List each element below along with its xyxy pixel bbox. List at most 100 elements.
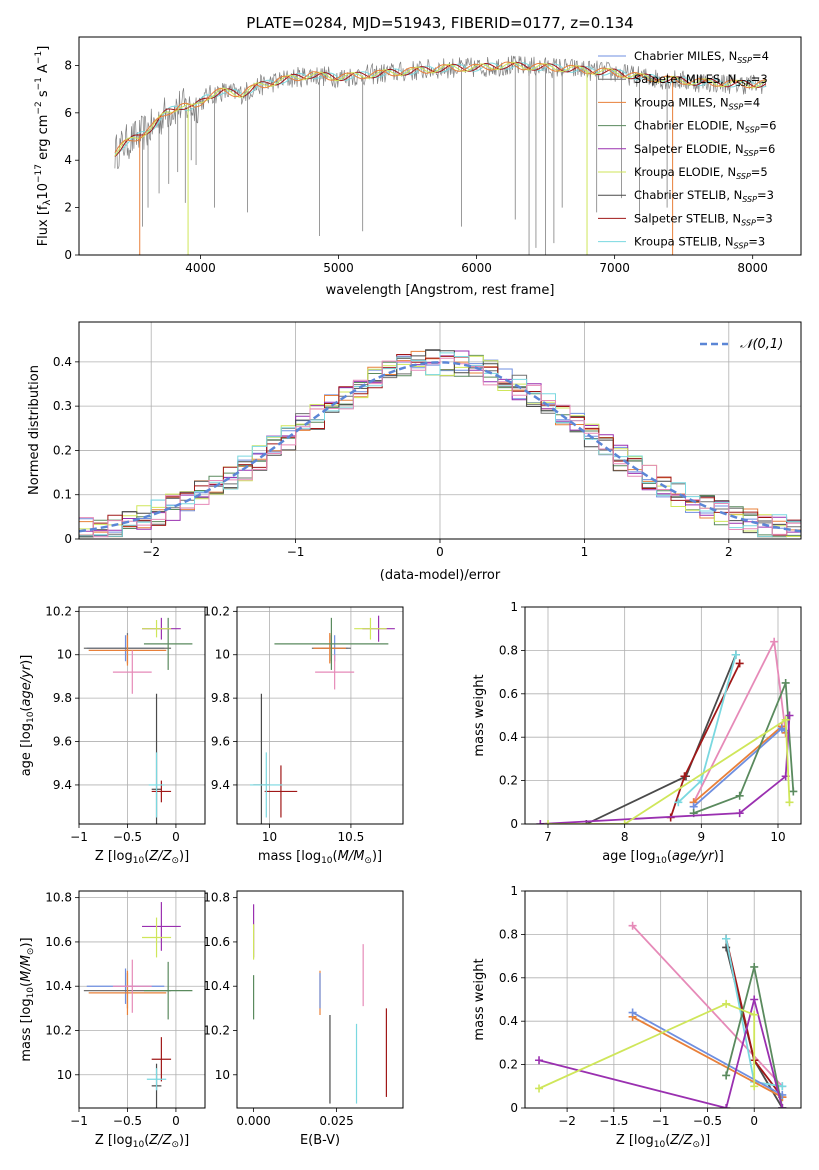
x-axis-label: Z [log10(Z/Z⊙)] [95,849,189,866]
x-tick-label: 10 [770,830,785,844]
plot-content [253,904,387,1104]
axes-frame [78,321,802,540]
legend-entry: Salpeter STELIB, NSSP=3 [634,211,773,227]
x-tick-label: −0.5 [693,1114,722,1128]
residual-histogram [79,357,801,538]
legend-entry: Chabrier MILES, NSSP=4 [634,49,769,65]
weight-point-marker [781,678,790,687]
x-tick-label: 9 [698,830,706,844]
weight-point-marker [750,1082,759,1091]
axes-age_vs_mass: 10 10.5 9.4 9.6 9.8 10 10.2 mass [log10(M/M⊙)] [203,604,404,866]
weight-point-marker [680,772,689,781]
y-tick-label: 9.4 [211,778,230,792]
y-tick-label: 0.8 [499,643,518,657]
weight-series-line [669,663,741,818]
y-tick-label: 0.2 [499,774,518,788]
plot-content [83,902,193,1108]
weight-point-marker [628,1008,637,1017]
x-axis-label: (data-model)/error [380,568,501,583]
axes-frame [236,606,404,825]
y-tick-label: 10.8 [45,891,72,905]
x-axis-label: Z [log10(Z/Z⊙)] [95,1133,189,1150]
y-tick-label: 0.6 [499,687,518,701]
plot-content [535,921,787,1108]
residual-histogram [79,349,801,538]
y-tick-label: 10.4 [45,979,72,993]
weight-point-marker [735,809,744,818]
y-tick-label: 1 [510,600,518,614]
model-line [114,61,767,157]
x-tick-label: −0.5 [113,1114,142,1128]
spectrum-legend: Chabrier MILES, NSSP=4 Salpeter MILES, NS… [598,49,776,251]
y-tick-label: 8 [64,58,72,72]
plot-content [114,55,767,255]
x-tick-label: 2 [725,545,733,559]
y-tick-label: 10.8 [203,891,230,905]
weight-series-line [538,1002,756,1090]
weight-point-marker [750,995,759,1004]
y-tick-label: 10 [57,648,72,662]
weight-point-marker [770,637,779,646]
weight-point-marker [536,820,545,824]
y-axis-label: mass weight [472,958,487,1040]
y-tick-label: 0.4 [499,1014,518,1028]
legend-entry: Chabrier ELODIE, NSSP=6 [634,119,776,135]
axes-age_vs_Z: −1 −0.5 0 9.4 9.6 9.8 10 10.2 Z [log10(Z/Z⊙)] age… [19,604,206,866]
x-tick-label: 5000 [323,261,354,275]
figure-title: PLATE=0284, MJD=51943, FIBERID=0177, z=0… [246,14,633,32]
weight-point-marker [778,1082,787,1091]
y-tick-label: 4 [64,153,72,167]
y-tick-label: 0.2 [53,443,72,457]
weight-point-marker [544,820,552,824]
y-tick-label: 0.2 [499,1058,518,1072]
x-tick-label: −1 [70,830,88,844]
y-tick-label: 10.6 [45,935,72,949]
y-tick-label: 9.8 [211,691,230,705]
plot-content [79,349,801,538]
x-tick-label: 6000 [461,261,492,275]
x-tick-label: 7 [544,830,552,844]
x-tick-label: 1 [581,545,589,559]
axes-frame [524,606,802,825]
weight-series-line [540,715,791,824]
legend-entry: Salpeter MILES, NSSP=3 [634,72,768,88]
weight-point-marker [628,921,637,930]
y-tick-label: 0.4 [53,355,72,369]
weight-point-marker [674,798,683,807]
weight-point-marker [785,711,794,720]
weight-point-marker [750,1010,759,1019]
x-tick-label: 0 [436,545,444,559]
model-line [114,61,766,153]
plot-content [250,615,395,824]
axes-weight_vs_age: 7 8 9 10 0 0.2 0.4 0.6 0.8 1 age [log10(age/yr)] ma… [472,600,802,866]
y-tick-label: 0.6 [499,971,518,985]
x-tick-label: −1.5 [599,1114,628,1128]
weight-point-marker [789,787,798,796]
y-tick-label: 9.8 [53,691,72,705]
y-tick-label: 9.6 [53,735,72,749]
x-tick-label: −1 [652,1114,670,1128]
y-tick-label: 10.2 [45,1024,72,1038]
axes-frame [78,606,206,825]
x-tick-label: 0.000 [236,1114,270,1128]
x-axis-label: mass [log10(M/M⊙)] [258,849,382,866]
y-tick-label: 1 [510,884,518,898]
y-tick-label: 10.6 [203,935,230,949]
y-tick-label: 0 [64,532,72,546]
x-tick-label: −2 [142,545,160,559]
x-axis-label: wavelength [Angstrom, rest frame] [326,283,555,298]
residual-histogram [79,355,801,537]
y-tick-label: 6 [64,106,72,120]
axes-spectrum: 4000 5000 6000 7000 8000 0 2 4 6 8 wavelength [Ang… [34,36,802,298]
weight-point-marker [781,715,790,724]
legend-entry: Kroupa ELODIE, NSSP=5 [634,165,768,181]
x-tick-label: 0 [750,1114,758,1128]
y-tick-label: 9.4 [53,778,72,792]
axes-weight_vs_Z: −2 −1.5 −1 −0.5 0 0 0.2 0.4 0.6 0.8 1 Z [log10(Z/Z⊙… [472,884,802,1150]
y-axis-label: Flux [fλ10−17 erg cm−2 s−1 A−1] [34,46,53,247]
y-tick-label: 0 [510,1101,518,1115]
weight-series-line [632,1016,783,1098]
x-tick-label: −1 [287,545,305,559]
